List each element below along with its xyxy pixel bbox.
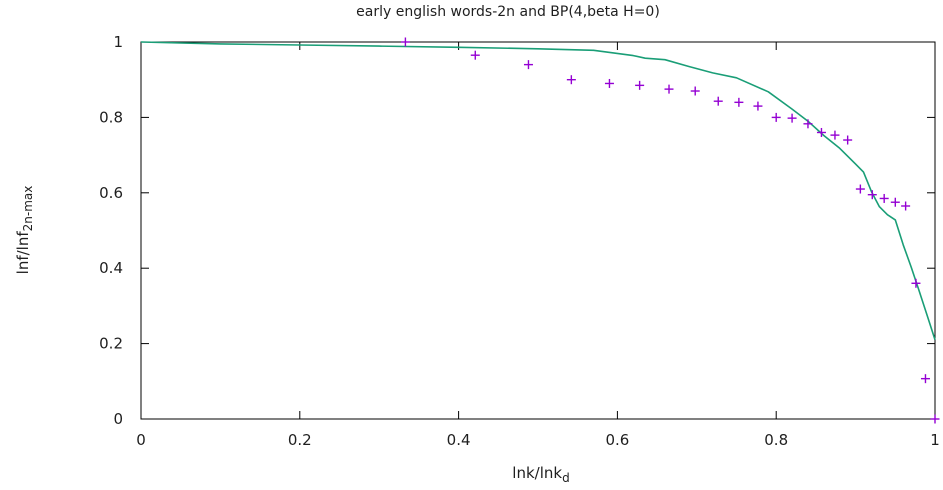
y-tick-label: 0 xyxy=(113,410,123,428)
y-tick-label: 0.6 xyxy=(99,184,123,202)
y-axis-label-subscript: 2n-max xyxy=(21,186,35,232)
x-tick-label: 0.2 xyxy=(288,431,312,449)
data-point-marker xyxy=(879,193,889,203)
plot-frame xyxy=(140,41,936,420)
data-point-marker xyxy=(566,75,576,85)
data-point-marker xyxy=(523,60,533,70)
x-tick-label: 0.8 xyxy=(764,431,788,449)
data-point-marker xyxy=(635,80,645,90)
data-point-marker xyxy=(470,50,480,60)
x-axis-label-main: lnk/lnk xyxy=(512,464,562,482)
data-point-marker xyxy=(771,112,781,122)
y-tick-label: 0.2 xyxy=(99,335,123,353)
data-point-marker xyxy=(867,190,877,200)
data-point-marker xyxy=(400,37,410,47)
data-point-marker xyxy=(803,119,813,129)
x-tick-label: 1 xyxy=(930,431,940,449)
data-point-marker xyxy=(787,113,797,123)
data-point-marker xyxy=(713,96,723,106)
x-axis-label-subscript: d xyxy=(562,471,570,485)
data-point-marker xyxy=(890,197,900,207)
data-point-marker xyxy=(830,130,840,140)
data-point-marker xyxy=(734,97,744,107)
x-axis-label: lnk/lnkd xyxy=(512,464,569,485)
fitted-line xyxy=(140,41,936,341)
data-point-marker xyxy=(855,184,865,194)
data-point-marker xyxy=(920,374,930,384)
x-tick-label: 0.4 xyxy=(447,431,471,449)
y-tick-label: 0.8 xyxy=(99,108,123,126)
x-tick-label: 0.6 xyxy=(605,431,629,449)
data-point-marker xyxy=(690,86,700,96)
y-tick-label: 1 xyxy=(113,33,123,51)
point-series-group xyxy=(400,37,940,424)
chart-title: early english words-2n and BP(4,beta H=0… xyxy=(356,4,660,20)
y-tick-label: 0.4 xyxy=(99,259,123,277)
data-point-marker xyxy=(843,135,853,145)
data-point-marker xyxy=(664,84,674,94)
x-tick-label: 0 xyxy=(136,431,146,449)
x-axis-ticks: 0 0.2 0.4 0.6 0.8 1 xyxy=(136,42,940,449)
line-series-group xyxy=(140,41,936,341)
data-point-marker xyxy=(911,278,921,288)
data-point-marker xyxy=(930,414,940,424)
data-point-marker xyxy=(604,78,614,88)
y-axis-label: lnf/lnf2n-max xyxy=(14,186,35,275)
y-axis-label-main: lnf/lnf xyxy=(14,231,32,275)
data-point-marker xyxy=(816,127,826,137)
data-point-marker xyxy=(753,101,763,111)
data-point-marker xyxy=(901,201,911,211)
y-axis-ticks: 0 0.2 0.4 0.6 0.8 1 xyxy=(99,33,935,428)
plot-border xyxy=(140,41,936,420)
